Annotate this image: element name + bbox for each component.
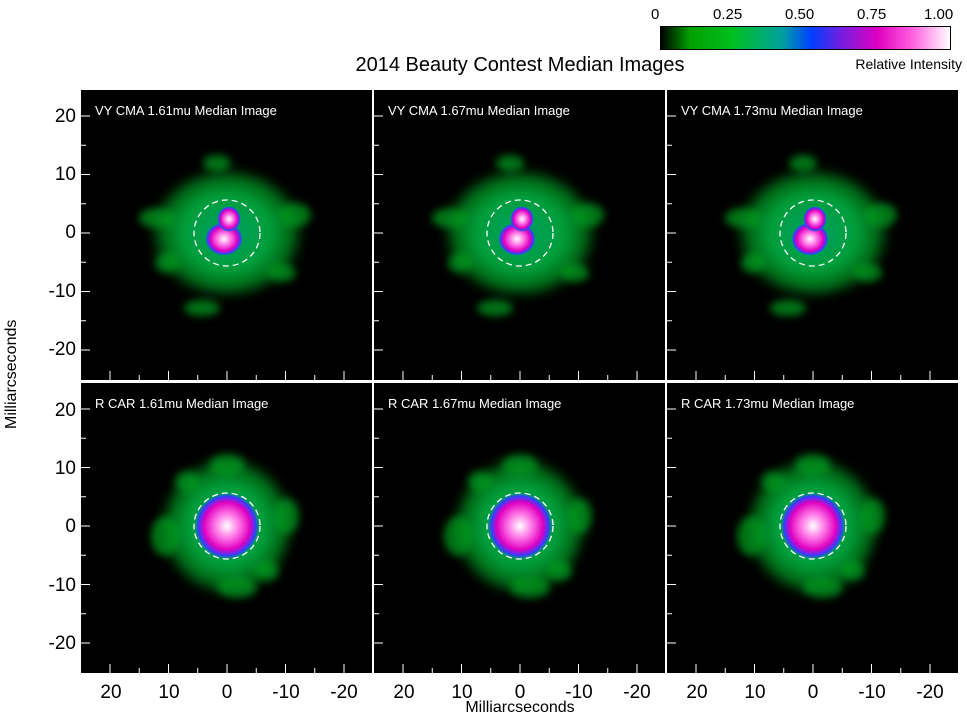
y-axis-title: Milliarcseconds xyxy=(3,319,20,429)
x-tick-label: 10 xyxy=(451,682,473,703)
x-axis-title: Milliarcseconds xyxy=(465,699,575,716)
x-tick-label: -10 xyxy=(565,682,593,703)
panel-title: R CAR 1.73mu Median Image xyxy=(681,396,855,411)
panel-vy-cma-167: VY CMA 1.67mu Median Image xyxy=(374,90,665,380)
y-tick-label: 10 xyxy=(54,164,76,185)
panel-r-car-173: R CAR 1.73mu Median Image xyxy=(667,383,958,673)
x-tick-label: 20 xyxy=(100,682,122,703)
y-tick-label: 20 xyxy=(54,400,76,421)
colorbar xyxy=(660,26,951,50)
x-tick-label: -10 xyxy=(272,682,300,703)
x-tick-label: 10 xyxy=(158,682,180,703)
colorbar-tick: 0.50 xyxy=(785,6,815,23)
colorbar-tick: 0 xyxy=(651,6,660,23)
x-tick-label: 0 xyxy=(514,682,526,703)
panel-r-car-167: R CAR 1.67mu Median Image xyxy=(374,383,665,673)
y-tick-label: -10 xyxy=(48,575,76,596)
x-tick-label: 0 xyxy=(807,682,819,703)
panel-title: R CAR 1.61mu Median Image xyxy=(95,396,269,411)
x-tick-label: 0 xyxy=(221,682,233,703)
x-tick-label: 10 xyxy=(744,682,766,703)
y-tick-label: 0 xyxy=(65,222,76,243)
panel-title: R CAR 1.67mu Median Image xyxy=(388,396,562,411)
x-tick-label: -10 xyxy=(858,682,886,703)
x-tick-label: -20 xyxy=(916,682,944,703)
panel-vy-cma-173: VY CMA 1.73mu Median Image xyxy=(667,90,958,380)
colorbar-tick: 1.00 xyxy=(924,6,954,23)
colorbar-tick: 0.25 xyxy=(713,6,743,23)
x-tick-label: 20 xyxy=(393,682,415,703)
x-tick-label: -20 xyxy=(330,682,358,703)
panel-title: VY CMA 1.67mu Median Image xyxy=(388,103,570,118)
panel-title: VY CMA 1.61mu Median Image xyxy=(95,103,277,118)
x-tick-label: 20 xyxy=(686,682,708,703)
panel-vy-cma-161: VY CMA 1.61mu Median Image xyxy=(81,90,372,380)
x-tick-label: -20 xyxy=(623,682,651,703)
colorbar-label: Relative Intensity xyxy=(855,56,962,72)
y-tick-label: 10 xyxy=(54,458,76,479)
panel-title: VY CMA 1.73mu Median Image xyxy=(681,103,863,118)
y-tick-label: 20 xyxy=(54,106,76,127)
figure-title: 2014 Beauty Contest Median Images xyxy=(355,54,685,76)
panel-r-car-161: R CAR 1.61mu Median Image xyxy=(81,383,372,673)
y-tick-label: -20 xyxy=(48,339,76,360)
y-tick-label: -10 xyxy=(48,281,76,302)
y-tick-label: 0 xyxy=(65,516,76,537)
colorbar-tick: 0.75 xyxy=(857,6,887,23)
y-tick-label: -20 xyxy=(48,633,76,654)
